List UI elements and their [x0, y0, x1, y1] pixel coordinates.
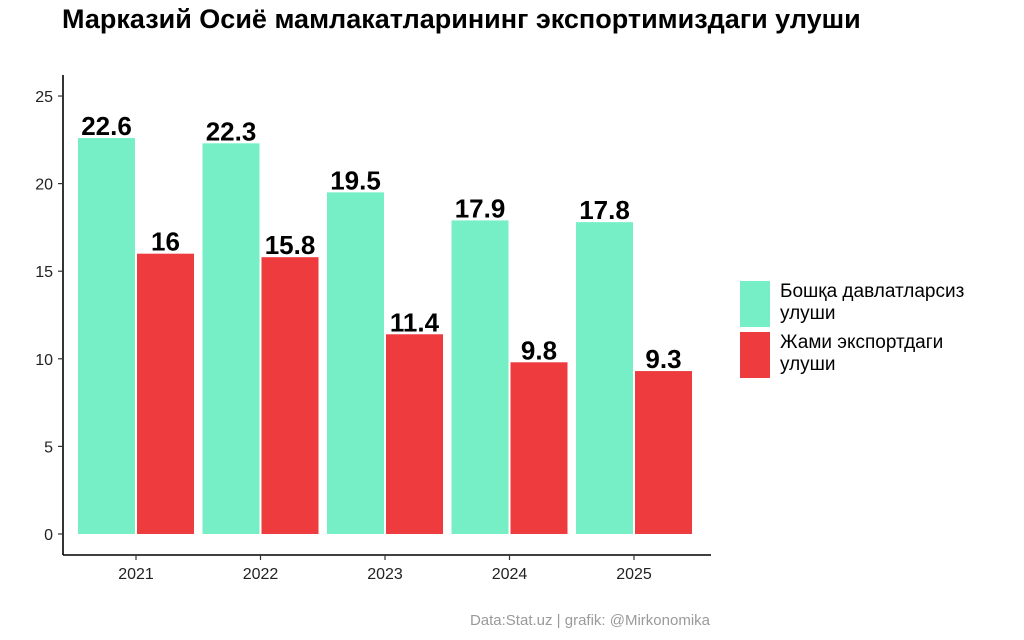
bar-series-1-2023 [327, 192, 384, 534]
bar-series-2-2021 [137, 253, 194, 534]
source-caption: Data:Stat.uz | grafik: @Mirkonomika [469, 612, 710, 629]
bar-series-2-2022 [261, 257, 319, 534]
data-labels: 22.6 16 22.3 15.8 19.5 11.4 17.9 9.8 17.8 9.3 [81, 111, 681, 374]
x-tick-label: 2022 [243, 566, 279, 583]
data-label: 22.6 [81, 111, 132, 141]
bar-series-1-2021 [78, 138, 135, 534]
data-label: 9.3 [645, 344, 681, 374]
bar-series-1-2022 [202, 143, 260, 534]
y-tick-label: 25 [35, 89, 53, 106]
x-tick-label: 2021 [118, 566, 154, 583]
y-tick-label: 10 [35, 352, 53, 369]
data-label: 16 [151, 227, 180, 257]
bar-series-1-2025 [576, 222, 633, 534]
bars [78, 138, 692, 534]
legend-item-series-1: Бошқа давлатларсиз улуши [740, 281, 964, 327]
legend-swatch-series-2 [740, 332, 770, 378]
legend-label-series-2: Жами экспортдаги улуши [780, 332, 944, 375]
x-tick-label: 2025 [616, 566, 652, 583]
legend-item-series-2: Жами экспортдаги улуши [740, 332, 964, 378]
bar-series-2-2025 [635, 371, 692, 534]
y-tick-label: 0 [44, 527, 53, 544]
x-tick-label: 2023 [367, 566, 403, 583]
bar-series-1-2024 [451, 220, 509, 534]
bar-series-2-2024 [510, 362, 568, 534]
bar-series-2-2023 [386, 334, 443, 534]
legend-swatch-series-1 [740, 281, 770, 327]
data-label: 17.9 [455, 193, 506, 223]
y-tick-label: 5 [44, 439, 53, 456]
legend-label-series-1: Бошқа давлатларсиз улуши [780, 281, 965, 324]
data-label: 17.8 [579, 195, 630, 225]
legend: Бошқа давлатларсиз улуши Жами экспортдаг… [740, 281, 964, 383]
y-tick-label: 20 [35, 177, 53, 194]
data-label: 19.5 [330, 165, 381, 195]
data-label: 9.8 [521, 335, 557, 365]
data-label: 11.4 [390, 307, 440, 337]
data-label: 22.3 [206, 116, 257, 146]
data-label: 15.8 [265, 230, 316, 260]
chart-title: Марказий Осиё мамлакатларининг экспортим… [62, 4, 861, 34]
x-tick-label: 2024 [492, 566, 528, 583]
y-tick-label: 15 [35, 264, 53, 281]
